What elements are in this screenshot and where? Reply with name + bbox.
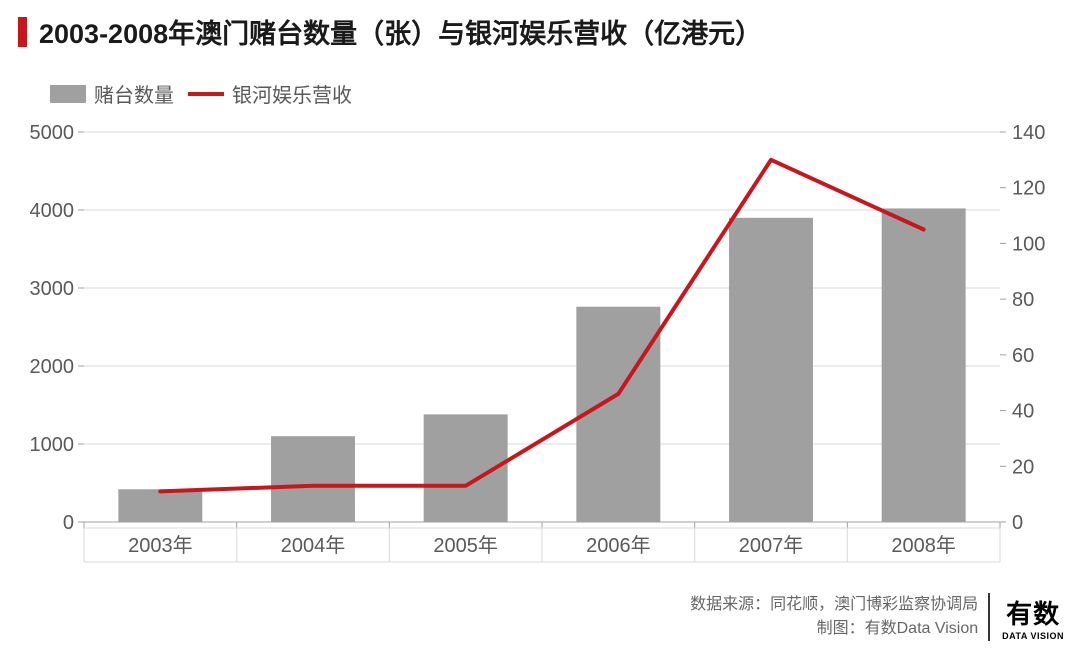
svg-text:1000: 1000 (30, 434, 75, 456)
source-line: 数据来源：同花顺，澳门博彩监察协调局 (690, 593, 978, 617)
legend-line-label: 银河娱乐营收 (232, 79, 352, 108)
svg-text:0: 0 (63, 512, 74, 534)
svg-text:2003年: 2003年 (128, 534, 193, 557)
title-bar: 2003-2008年澳门赌台数量（张）与银河娱乐营收（亿港元） (0, 0, 1080, 61)
credit-line: 制图：有数Data Vision (690, 617, 978, 641)
logo-cn: 有数 (1006, 594, 1060, 631)
svg-text:2007年: 2007年 (739, 534, 804, 557)
chart-area: 0 1000 2000 3000 4000 5000 0 20 40 60 80 100 120 140 2… (20, 112, 1060, 582)
legend: 赌台数量 银河娱乐营收 (0, 61, 1080, 108)
svg-text:0: 0 (1012, 512, 1023, 534)
svg-text:4000: 4000 (30, 200, 75, 222)
logo: 有数 DATA VISION (1002, 594, 1064, 641)
combo-chart: 0 1000 2000 3000 4000 5000 0 20 40 60 80 100 120 140 2… (20, 112, 1060, 582)
svg-text:120: 120 (1012, 178, 1045, 200)
svg-text:2008年: 2008年 (891, 534, 956, 557)
footer: 数据来源：同花顺，澳门博彩监察协调局 制图：有数Data Vision 有数 D… (690, 593, 1064, 641)
svg-text:40: 40 (1012, 401, 1034, 423)
footer-text: 数据来源：同花顺，澳门博彩监察协调局 制图：有数Data Vision (690, 593, 990, 641)
svg-text:2006年: 2006年 (586, 534, 651, 557)
legend-line-swatch (188, 92, 224, 96)
svg-text:140: 140 (1012, 122, 1045, 144)
svg-text:2004年: 2004年 (281, 534, 346, 557)
svg-text:80: 80 (1012, 289, 1034, 311)
svg-text:3000: 3000 (30, 278, 75, 300)
legend-bar-swatch (50, 85, 86, 103)
svg-text:100: 100 (1012, 233, 1045, 255)
title-accent (18, 17, 27, 47)
legend-bar-label: 赌台数量 (94, 79, 174, 108)
logo-en: DATA VISION (1002, 631, 1064, 641)
chart-title: 2003-2008年澳门赌台数量（张）与银河娱乐营收（亿港元） (39, 12, 762, 51)
svg-text:2000: 2000 (30, 356, 75, 378)
svg-text:2005年: 2005年 (433, 534, 498, 557)
svg-text:5000: 5000 (30, 122, 75, 144)
svg-text:60: 60 (1012, 345, 1034, 367)
svg-text:20: 20 (1012, 456, 1034, 478)
